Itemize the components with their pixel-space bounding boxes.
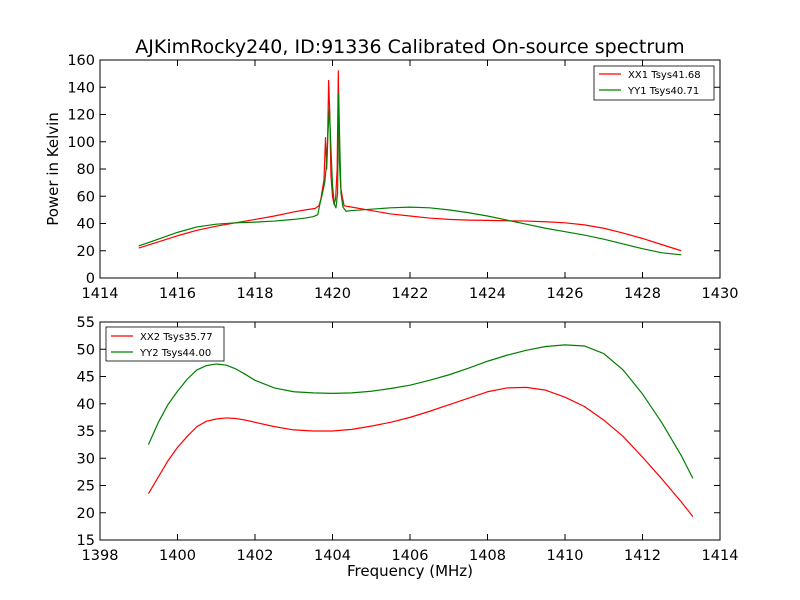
top-x-tick-label: 1420	[314, 286, 351, 302]
top-legend-box	[593, 65, 715, 101]
bottom-legend-label-xx2: XX2 Tsys35.77	[140, 332, 213, 343]
bottom-series-line-xx	[147, 386, 694, 517]
top-series-layer	[138, 70, 682, 256]
top-y-tick-label: 160	[67, 53, 95, 69]
top-y-tick-label: 60	[77, 189, 95, 205]
bottom-y-tick-label: 25	[77, 479, 95, 495]
bottom-y-tick-label: 15	[77, 533, 95, 549]
bottom-y-tick-label: 20	[77, 506, 95, 522]
chart-title: AJKimRocky240, ID:91336 Calibrated On-so…	[135, 36, 684, 58]
bottom-series-layer	[147, 344, 694, 517]
bottom-x-tick-label: 1400	[159, 548, 196, 564]
top-x-tick-label: 1416	[159, 286, 196, 302]
top-y-tick-label: 140	[67, 80, 95, 96]
bottom-legend-label-yy2: YY2 Tsys44.00	[139, 348, 211, 359]
bottom-spectrum-panel: 1398 1400 1402 1404 1406 1408 1410 1412 1414 15 20…	[77, 315, 739, 580]
bottom-x-tick-label: 1404	[314, 548, 351, 564]
top-x-tick-label: 1418	[237, 286, 274, 302]
bottom-y-tick-label: 30	[77, 451, 95, 467]
bottom-legend-box	[105, 326, 225, 362]
top-series-line-yy	[138, 93, 682, 256]
bottom-x-tick-label: 1402	[237, 548, 274, 564]
top-y-tick-label: 100	[67, 135, 95, 151]
bottom-y-tick-label: 45	[77, 370, 95, 386]
top-x-tick-label: 1428	[624, 286, 661, 302]
bottom-y-tick-label: 55	[77, 315, 95, 331]
bottom-x-tick-label: 1408	[469, 548, 506, 564]
top-series-line-xx	[138, 70, 682, 252]
top-y-tick-label: 80	[77, 162, 95, 178]
top-x-tick-label: 1414	[82, 286, 119, 302]
bottom-series-line-yy	[147, 344, 694, 479]
top-legend-label-xx1: XX1 Tsys41.68	[628, 70, 701, 81]
bottom-x-tick-label: 1414	[702, 548, 739, 564]
top-spectrum-panel: 1414 1416 1418 1420 1422 1424 1426 1428 1430 0 20 4…	[44, 53, 738, 302]
top-x-tick-label: 1430	[702, 286, 739, 302]
top-legend-label-yy1: YY1 Tsys40.71	[627, 86, 699, 97]
top-ticks-layer: 1414 1416 1418 1420 1422 1424 1426 1428 1430 0 20 4…	[67, 53, 738, 302]
top-y-tick-label: 20	[77, 244, 95, 260]
top-legend: XX1 Tsys41.68 YY1 Tsys40.71	[593, 65, 715, 101]
bottom-x-tick-label: 1410	[547, 548, 584, 564]
bottom-y-tick-label: 40	[77, 397, 95, 413]
top-x-tick-label: 1422	[392, 286, 429, 302]
top-y-tick-label: 40	[77, 217, 95, 233]
bottom-y-tick-label: 35	[77, 424, 95, 440]
top-y-axis-label: Power in Kelvin	[44, 112, 62, 226]
bottom-y-tick-label: 50	[77, 342, 95, 358]
top-y-tick-label: 0	[86, 271, 95, 287]
bottom-x-tick-label: 1412	[624, 548, 661, 564]
top-x-tick-label: 1426	[547, 286, 584, 302]
bottom-legend: XX2 Tsys35.77 YY2 Tsys44.00	[105, 326, 225, 362]
bottom-x-tick-label: 1398	[82, 548, 119, 564]
bottom-ticks-layer: 1398 1400 1402 1404 1406 1408 1410 1412 1414 15 20…	[77, 315, 739, 564]
top-x-tick-label: 1424	[469, 286, 506, 302]
top-y-tick-label: 120	[67, 108, 95, 124]
bottom-x-tick-label: 1406	[392, 548, 429, 564]
bottom-x-axis-label: Frequency (MHz)	[347, 562, 473, 580]
